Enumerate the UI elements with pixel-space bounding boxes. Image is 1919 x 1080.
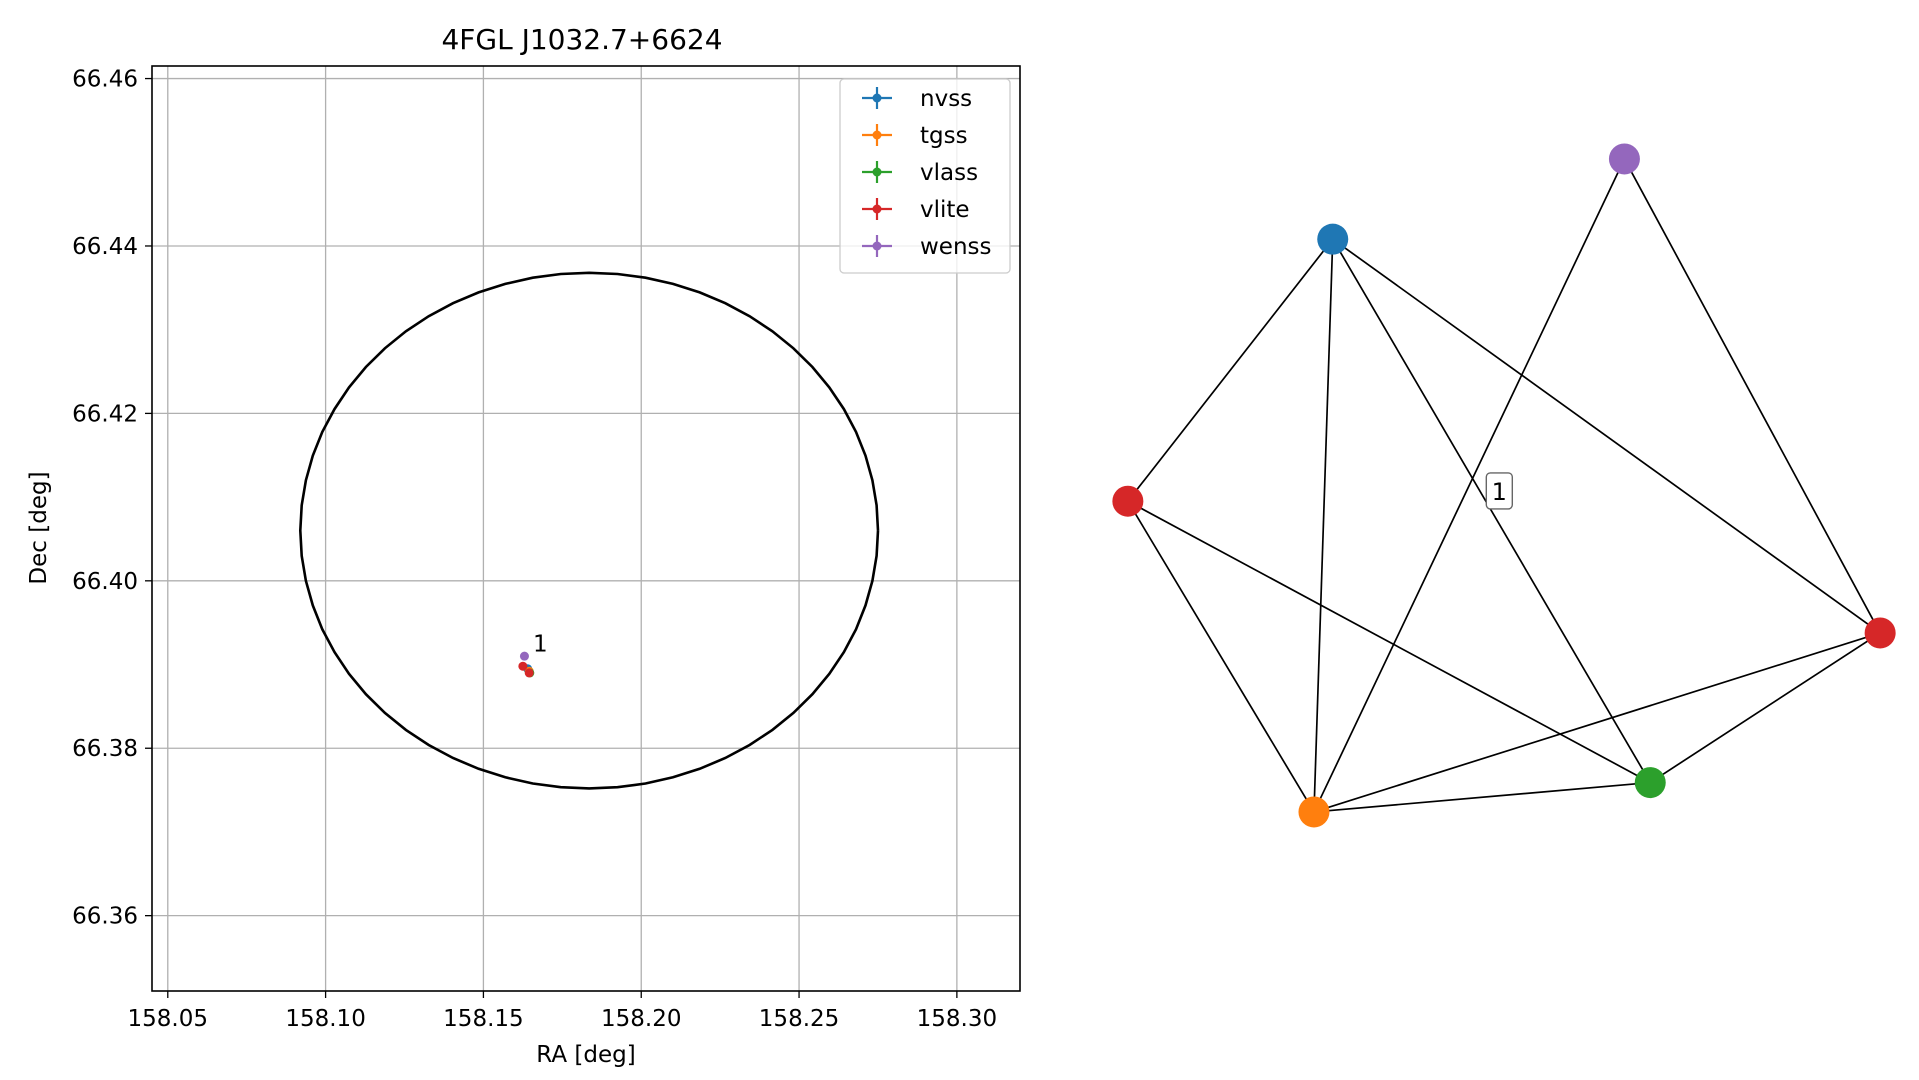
legend-marker-nvss <box>872 93 882 103</box>
edge-wenss-vlite_b <box>1623 158 1881 634</box>
uncertainty-ellipse <box>298 271 880 790</box>
y-tick-label: 66.42 <box>72 401 138 427</box>
edge-vlite_a-tgss <box>1127 500 1315 813</box>
network-label-box <box>1485 472 1514 510</box>
y-axis-label: Dec [deg] <box>26 471 52 584</box>
edge-nvss-vlass <box>1332 238 1651 784</box>
legend-marker-wenss <box>872 241 882 251</box>
x-tick-label: 158.10 <box>285 1006 365 1032</box>
legend-marker-vlass <box>872 167 882 177</box>
node-tgss <box>1298 796 1330 828</box>
edge-wenss-tgss <box>1313 158 1626 813</box>
scatter-panel: 4FGL J1032.7+6624 1 158.05 158.10 158.15 15… <box>26 23 1021 1068</box>
edge-vlite_a-vlass <box>1127 500 1651 784</box>
legend: nvss tgss vlass vlite wenss <box>839 78 1011 274</box>
legend-box <box>839 78 1011 274</box>
network-labels-layer: 1 <box>1485 472 1514 510</box>
x-axis-label: RA [deg] <box>536 1042 635 1068</box>
legend-label-tgss: tgss <box>920 123 968 149</box>
edge-nvss-tgss <box>1313 239 1334 812</box>
scatter-points-layer <box>518 651 535 678</box>
network-edges-layer <box>1127 158 1881 813</box>
y-tick-label: 66.38 <box>72 736 138 762</box>
chart-title: 4FGL J1032.7+6624 <box>441 23 722 56</box>
point-wenss <box>519 651 529 661</box>
edge-vlass-vlite_b <box>1649 632 1881 784</box>
x-tick-label: 158.30 <box>917 1006 997 1032</box>
node-vlite_b <box>1864 617 1896 649</box>
legend-entries: nvss tgss vlass vlite wenss <box>862 86 992 260</box>
annotation-layer: 1 <box>533 632 548 658</box>
node-vlass <box>1634 767 1666 799</box>
network-panel: 1 <box>1112 143 1896 828</box>
node-wenss <box>1608 143 1640 175</box>
point-vlite <box>524 668 534 678</box>
edge-nvss-vlite_b <box>1332 238 1881 634</box>
x-tick-label: 158.15 <box>443 1006 523 1032</box>
edge-tgss-vlass <box>1313 781 1651 813</box>
plot-frame <box>151 65 1021 992</box>
legend-label-nvss: nvss <box>920 86 972 112</box>
edge-tgss-vlite_b <box>1313 632 1881 813</box>
y-axis-ticks: 66.36 66.38 66.40 66.42 66.44 66.46 <box>72 67 152 930</box>
legend-label-vlass: vlass <box>920 160 978 186</box>
x-tick-label: 158.05 <box>128 1006 208 1032</box>
x-tick-label: 158.20 <box>601 1006 681 1032</box>
node-nvss <box>1317 223 1349 255</box>
point-vlite <box>518 661 528 671</box>
x-axis-ticks: 158.05 158.10 158.15 158.20 158.25 158.30 <box>128 991 997 1032</box>
y-tick-label: 66.46 <box>72 67 138 93</box>
network-label: 1 <box>1492 478 1507 506</box>
edge-nvss-vlite_a <box>1127 238 1334 502</box>
y-tick-label: 66.44 <box>72 234 138 260</box>
network-nodes-layer <box>1112 143 1896 828</box>
y-tick-label: 66.40 <box>72 569 138 595</box>
point-annotation: 1 <box>533 632 548 658</box>
x-tick-label: 158.25 <box>759 1006 839 1032</box>
legend-label-wenss: wenss <box>920 234 992 260</box>
node-vlite_a <box>1112 485 1144 517</box>
uncertainty-ellipse-layer <box>298 271 880 790</box>
y-tick-label: 66.36 <box>72 904 138 930</box>
legend-marker-tgss <box>872 130 882 140</box>
legend-label-vlite: vlite <box>920 197 970 223</box>
legend-marker-vlite <box>872 204 882 214</box>
